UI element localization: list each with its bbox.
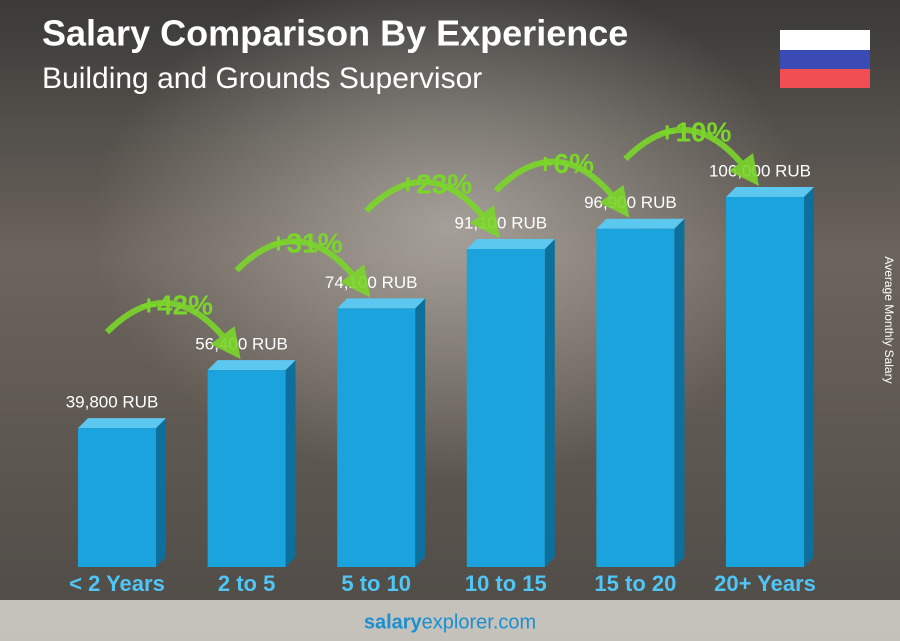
bar-side <box>285 360 296 567</box>
change-arrow <box>493 158 630 218</box>
bar-top <box>78 418 166 429</box>
bar <box>337 308 416 567</box>
footer-domain: explorer.com <box>422 611 537 633</box>
value-label: 74,100 RUB <box>325 273 418 292</box>
x-tick-label: 20+ Years <box>714 571 816 596</box>
value-label: 91,100 RUB <box>454 213 547 232</box>
x-tick-label: 5 to 10 <box>341 571 411 596</box>
bar-side <box>544 239 555 567</box>
x-tick-label: < 2 Years <box>69 571 165 596</box>
footer-brand: salary <box>364 611 423 633</box>
x-tick-label: 10 to 15 <box>465 571 547 596</box>
bar-side <box>804 187 814 567</box>
bar <box>726 197 804 567</box>
x-tick-label: 15 to 20 <box>594 571 676 596</box>
change-label: +42% <box>141 290 213 321</box>
footer-band <box>0 600 900 641</box>
change-label: +31% <box>270 228 342 259</box>
chart-subtitle: Building and Grounds Supervisor <box>42 62 482 95</box>
value-label: 96,900 RUB <box>584 193 677 212</box>
bar <box>596 228 675 567</box>
value-label: 56,400 RUB <box>195 335 288 354</box>
change-arrow <box>234 238 371 298</box>
bar <box>78 428 156 567</box>
bar-side <box>156 418 166 567</box>
x-tick-label: 2 to 5 <box>218 571 275 596</box>
change-label: +23% <box>400 168 472 199</box>
flag <box>780 30 870 88</box>
bar-top <box>466 239 555 250</box>
bar-top <box>726 187 814 197</box>
bar <box>207 370 286 567</box>
bar-side <box>415 298 426 567</box>
change-label: +10% <box>659 116 731 147</box>
change-label: +6% <box>537 148 594 179</box>
y-axis-label: Average Monthly Salary <box>882 256 896 383</box>
value-label: 106,000 RUB <box>709 161 811 180</box>
chart-title: Salary Comparison By Experience <box>42 13 628 54</box>
change-arrow <box>623 126 759 187</box>
bar <box>466 249 545 567</box>
change-arrow <box>104 300 241 360</box>
bar-top <box>337 298 426 309</box>
bar-top <box>207 360 296 371</box>
bar-side <box>674 218 685 567</box>
bar-top <box>596 218 685 229</box>
value-label: 39,800 RUB <box>66 393 159 412</box>
change-arrow <box>364 178 500 239</box>
